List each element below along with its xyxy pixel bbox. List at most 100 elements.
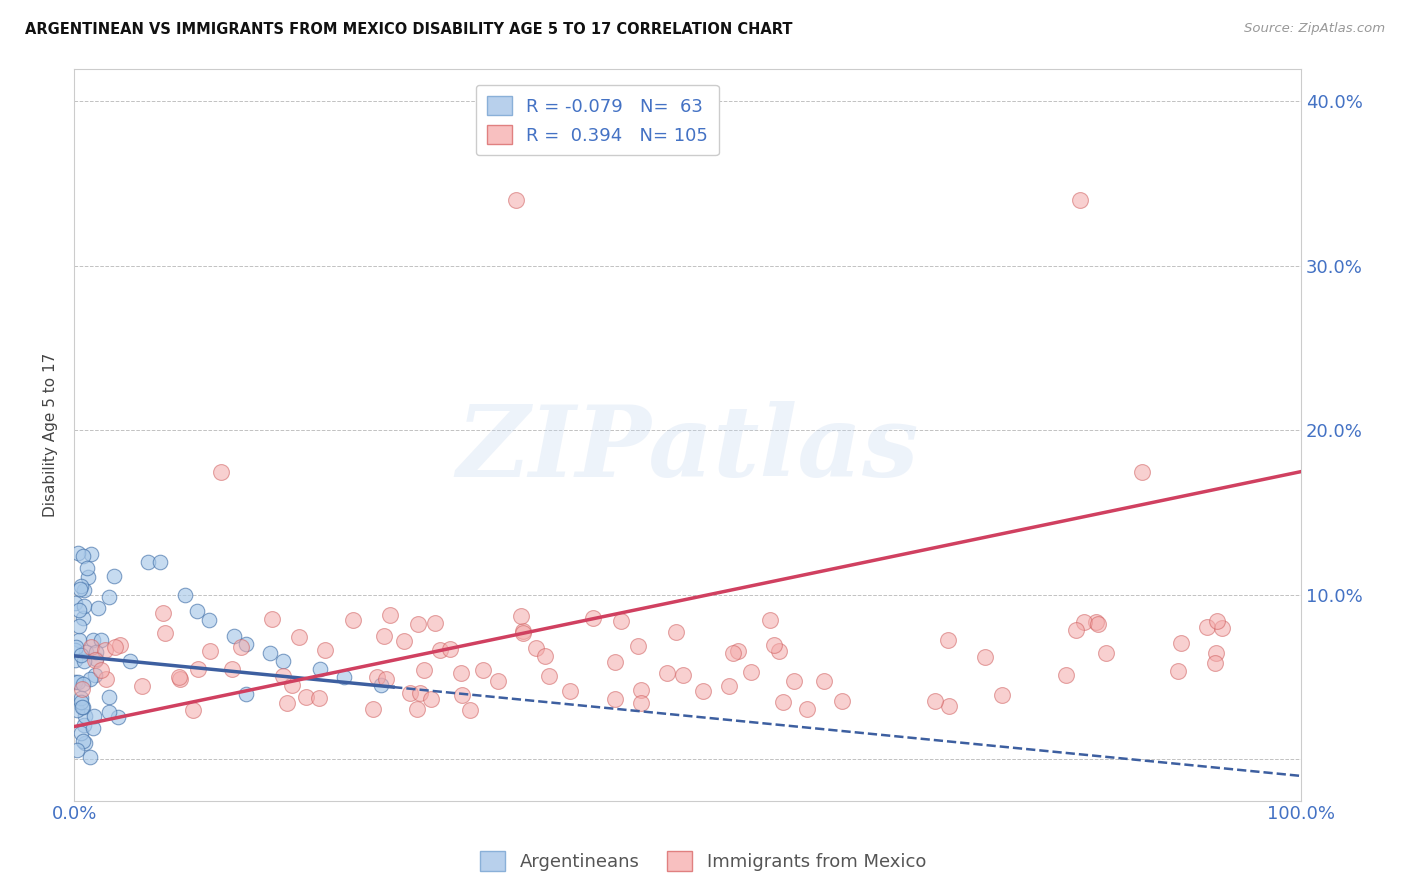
Point	[1095, 646, 1118, 660]
Point	[717, 679, 740, 693]
Point	[582, 611, 605, 625]
Point	[409, 686, 432, 700]
Point	[235, 637, 257, 651]
Point	[990, 688, 1012, 702]
Point	[295, 690, 318, 704]
Point	[1167, 665, 1189, 679]
Point	[66, 675, 89, 690]
Point	[1170, 636, 1192, 650]
Point	[408, 616, 430, 631]
Point	[67, 603, 90, 617]
Point	[120, 654, 142, 668]
Point	[149, 555, 172, 569]
Point	[665, 625, 688, 640]
Y-axis label: Disability Age 5 to 17: Disability Age 5 to 17	[44, 352, 58, 516]
Point	[186, 604, 208, 618]
Point	[83, 668, 105, 682]
Point	[72, 549, 94, 564]
Point	[429, 642, 451, 657]
Point	[936, 633, 959, 648]
Point	[80, 640, 103, 654]
Point	[262, 612, 284, 626]
Point	[314, 643, 336, 657]
Point	[70, 725, 93, 739]
Point	[1197, 620, 1219, 634]
Point	[630, 697, 652, 711]
Point	[1073, 615, 1095, 630]
Point	[723, 647, 745, 661]
Point	[75, 736, 97, 750]
Point	[65, 596, 87, 610]
Point	[67, 619, 90, 633]
Point	[70, 700, 93, 714]
Point	[66, 743, 89, 757]
Point	[1130, 465, 1153, 479]
Point	[627, 639, 650, 653]
Text: ARGENTINEAN VS IMMIGRANTS FROM MEXICO DISABILITY AGE 5 TO 17 CORRELATION CHART: ARGENTINEAN VS IMMIGRANTS FROM MEXICO DI…	[25, 22, 793, 37]
Point	[67, 632, 90, 647]
Point	[533, 649, 555, 664]
Point	[76, 570, 98, 584]
Point	[768, 644, 790, 658]
Point	[1205, 646, 1227, 660]
Point	[486, 673, 509, 688]
Point	[509, 609, 531, 624]
Point	[524, 641, 547, 656]
Point	[167, 670, 190, 684]
Point	[280, 678, 302, 692]
Point	[103, 568, 125, 582]
Point	[630, 683, 652, 698]
Point	[1085, 615, 1108, 630]
Point	[796, 702, 818, 716]
Point	[763, 638, 786, 652]
Point	[181, 703, 204, 717]
Point	[222, 629, 245, 643]
Point	[136, 555, 159, 569]
Point	[308, 690, 330, 705]
Point	[153, 626, 176, 640]
Point	[609, 615, 631, 629]
Point	[198, 644, 221, 658]
Point	[370, 678, 392, 692]
Point	[398, 685, 420, 699]
Point	[740, 665, 762, 679]
Point	[69, 579, 91, 593]
Point	[69, 582, 91, 597]
Point	[65, 642, 87, 657]
Point	[90, 663, 112, 677]
Point	[66, 545, 89, 559]
Point	[75, 645, 97, 659]
Point	[271, 654, 294, 668]
Point	[423, 615, 446, 630]
Point	[560, 684, 582, 698]
Point	[70, 695, 93, 709]
Point	[375, 672, 398, 686]
Point	[79, 749, 101, 764]
Point	[72, 611, 94, 625]
Point	[419, 691, 441, 706]
Point	[72, 734, 94, 748]
Point	[235, 687, 257, 701]
Point	[73, 709, 96, 723]
Point	[973, 649, 995, 664]
Point	[169, 673, 191, 687]
Point	[80, 548, 103, 562]
Point	[104, 640, 127, 654]
Point	[1204, 657, 1226, 671]
Point	[1211, 621, 1233, 635]
Point	[537, 669, 560, 683]
Point	[83, 709, 105, 723]
Point	[772, 695, 794, 709]
Point	[65, 653, 87, 667]
Point	[66, 703, 89, 717]
Point	[439, 642, 461, 657]
Point	[65, 675, 87, 690]
Point	[73, 718, 96, 732]
Text: ZIPatlas: ZIPatlas	[457, 401, 918, 498]
Point	[413, 664, 436, 678]
Point	[394, 633, 416, 648]
Point	[152, 606, 174, 620]
Point	[79, 672, 101, 686]
Point	[671, 668, 693, 682]
Point	[1205, 614, 1227, 628]
